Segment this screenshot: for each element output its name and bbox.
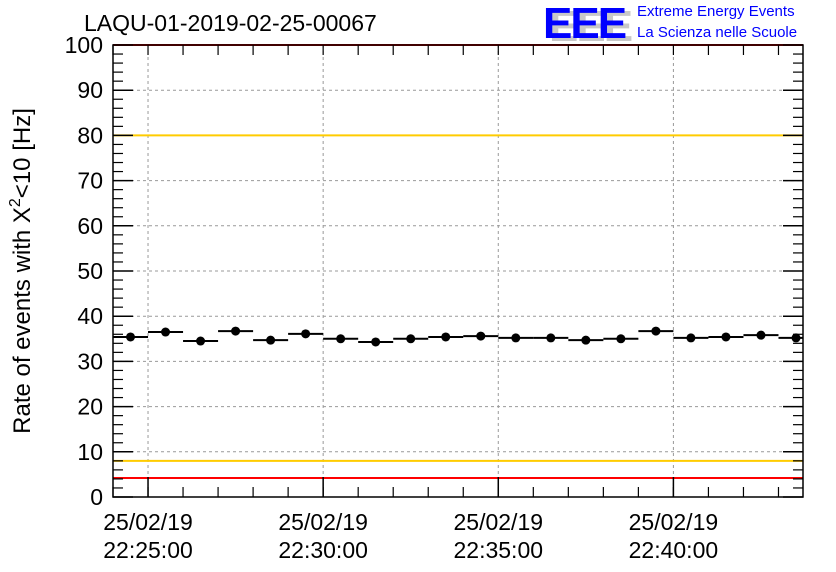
data-point xyxy=(721,332,731,342)
logo-line1: Extreme Energy Events xyxy=(637,3,795,20)
data-point xyxy=(476,331,486,341)
x-tick-time: 22:25:00 xyxy=(103,537,193,563)
data-point xyxy=(756,330,766,340)
chart-title: LAQU-01-2019-02-25-00067 xyxy=(84,10,377,36)
y-tick-label: 60 xyxy=(77,213,103,239)
data-point xyxy=(791,333,801,343)
y-tick-label: 40 xyxy=(77,303,103,329)
y-tick-label: 80 xyxy=(77,122,103,148)
y-tick-label: 0 xyxy=(90,484,103,510)
x-tick-date: 25/02/19 xyxy=(454,509,544,535)
y-axis-label: Rate of events with X2<10 [Hz] xyxy=(7,108,36,434)
data-point xyxy=(266,335,276,345)
y-tick-label: 90 xyxy=(77,77,103,103)
x-tick-date: 25/02/19 xyxy=(103,509,193,535)
data-point xyxy=(616,334,626,344)
data-point xyxy=(336,334,346,344)
data-point xyxy=(126,332,136,342)
data-point xyxy=(581,335,591,345)
eee-logo: EEE xyxy=(543,0,627,48)
x-tick-date: 25/02/19 xyxy=(629,509,719,535)
logo-line2: La Scienza nelle Scuole xyxy=(637,24,798,41)
x-tick-time: 22:30:00 xyxy=(278,537,368,563)
y-tick-label: 20 xyxy=(77,394,103,420)
data-point xyxy=(161,327,171,337)
y-tick-label: 10 xyxy=(77,439,103,465)
data-point xyxy=(301,329,311,339)
x-tick-date: 25/02/19 xyxy=(278,509,368,535)
y-tick-label: 50 xyxy=(77,258,103,284)
data-point xyxy=(406,334,416,344)
x-tick-time: 22:40:00 xyxy=(629,537,719,563)
data-point xyxy=(441,332,451,342)
y-tick-label: 100 xyxy=(65,32,103,58)
data-point xyxy=(651,326,661,336)
y-tick-label: 30 xyxy=(77,348,103,374)
data-point xyxy=(196,336,206,346)
data-point xyxy=(371,337,381,347)
data-point xyxy=(511,333,521,343)
data-point xyxy=(231,326,241,336)
data-point xyxy=(686,333,696,343)
x-tick-time: 22:35:00 xyxy=(454,537,544,563)
y-tick-label: 70 xyxy=(77,168,103,194)
data-point xyxy=(546,333,556,343)
